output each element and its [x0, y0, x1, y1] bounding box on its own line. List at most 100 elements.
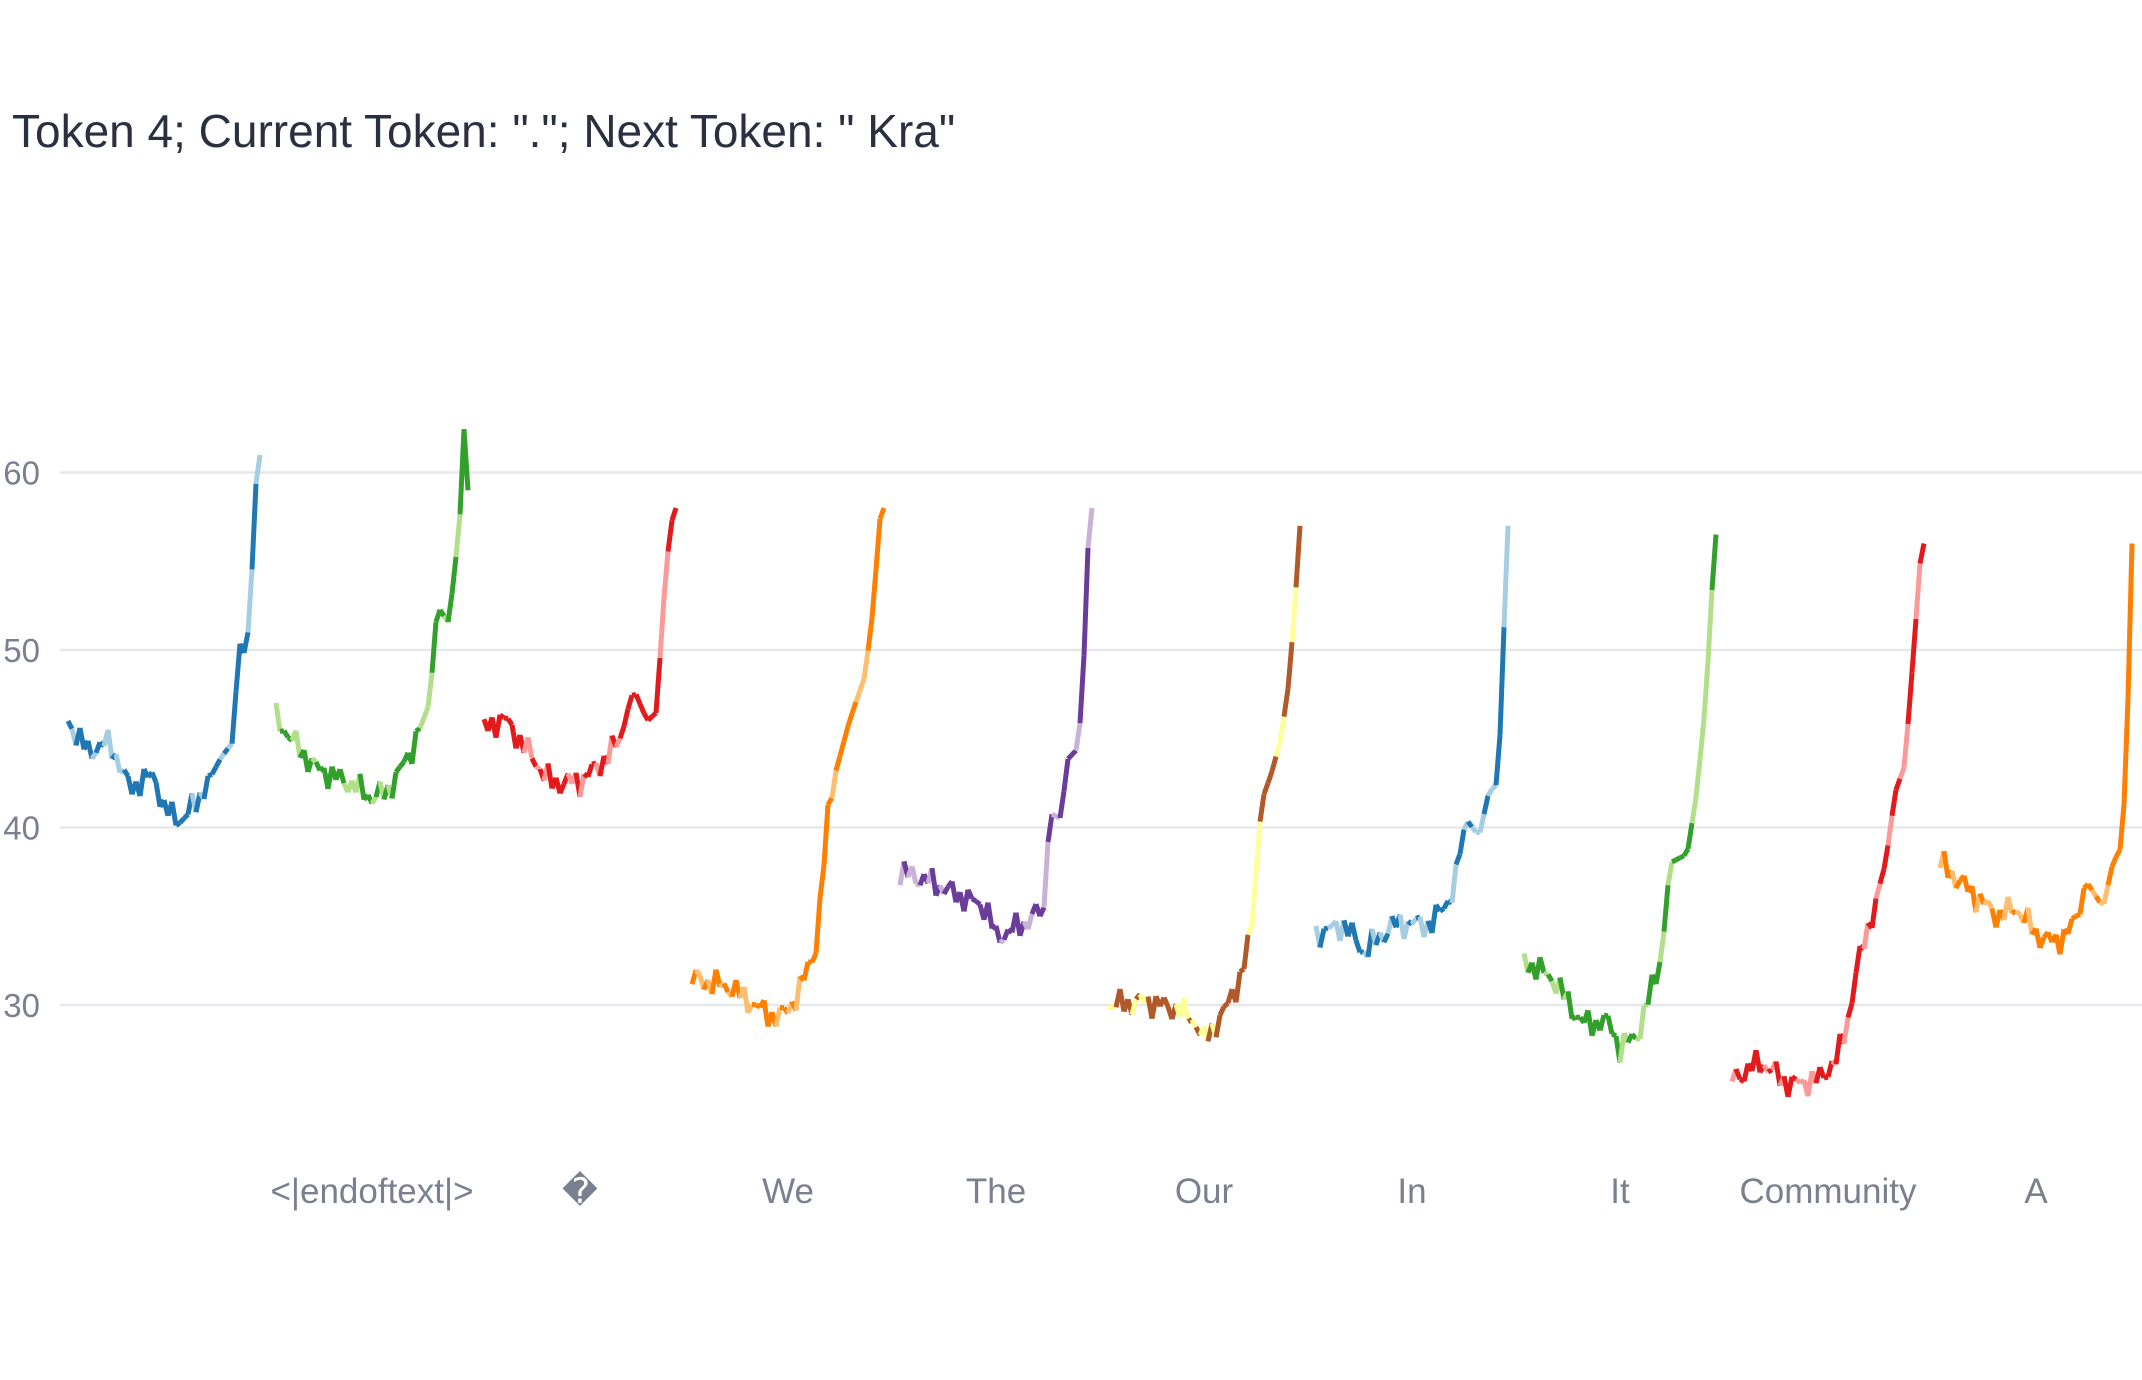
- series-segment: [941, 885, 951, 896]
- y-tick-label: 30: [3, 987, 40, 1024]
- series-segment: [861, 650, 871, 680]
- series-segment: [1909, 618, 1919, 673]
- series-segment: [505, 717, 515, 727]
- series-segment: [1571, 1015, 1577, 1022]
- series-segment: [445, 593, 455, 623]
- series-segment: [665, 519, 675, 552]
- series-segment: [137, 768, 147, 797]
- series-segment: [369, 795, 379, 805]
- series-segment: [1670, 857, 1678, 865]
- series-segment: [1381, 932, 1391, 944]
- series-segment: [429, 621, 439, 673]
- series-segment: [493, 714, 503, 739]
- series-segment: [845, 712, 855, 728]
- series-segment: [1050, 812, 1058, 819]
- series-segment: [1070, 748, 1078, 757]
- x-tick-label: �: [562, 1170, 598, 1211]
- series-segment: [1733, 1068, 1743, 1081]
- series-segment: [1349, 922, 1359, 941]
- series-segment: [993, 925, 1003, 944]
- series-line: [1106, 525, 1303, 1042]
- series-segment: [1543, 970, 1549, 977]
- series-segment: [1853, 945, 1863, 974]
- series-segment: [2010, 908, 2018, 916]
- series-segment: [1697, 718, 1707, 760]
- series-segment: [1603, 1012, 1609, 1019]
- series-segment: [829, 770, 839, 799]
- series-segment: [1897, 766, 1907, 780]
- series-segment: [1481, 795, 1491, 815]
- series-segment: [1889, 789, 1899, 817]
- series-segment: [621, 708, 631, 727]
- series-segment: [1449, 864, 1459, 904]
- series-segment: [1359, 949, 1365, 955]
- series-segment: [1705, 589, 1715, 662]
- series-segment: [1222, 1001, 1230, 1009]
- series-segment: [1689, 796, 1699, 824]
- series-line: [1937, 543, 2135, 955]
- series-segment: [1861, 922, 1871, 950]
- series-segment: [279, 728, 285, 734]
- series-line: [1313, 525, 1511, 959]
- series-segment: [1681, 847, 1691, 858]
- series-segment: [585, 763, 595, 778]
- series-segment: [525, 736, 535, 759]
- series-segment: [809, 952, 819, 964]
- series-segment: [877, 507, 887, 520]
- series-segment: [281, 729, 291, 739]
- series-segment: [2117, 804, 2127, 850]
- x-tick-label: In: [1397, 1172, 1426, 1211]
- series-segment: [853, 689, 863, 703]
- series-segment: [1645, 974, 1655, 1006]
- series-segment: [1917, 543, 1927, 564]
- series-segment: [498, 712, 506, 720]
- series-segment: [1901, 723, 1911, 768]
- series-line: [65, 454, 263, 828]
- series-segment: [1501, 525, 1511, 628]
- series-segment: [217, 752, 227, 761]
- series-segment: [1709, 534, 1719, 591]
- x-tick-label: <|endoftext|>: [270, 1172, 473, 1211]
- series-segment: [985, 902, 995, 929]
- series-segment: [1429, 904, 1439, 934]
- series-segment: [2101, 884, 2111, 905]
- series-segment: [1277, 716, 1287, 743]
- series-segment: [821, 804, 831, 866]
- series-segment: [1261, 782, 1271, 796]
- series-segment: [2113, 848, 2123, 859]
- series-segment: [613, 737, 623, 748]
- series-segment: [1129, 998, 1139, 1016]
- series-segment: [1161, 996, 1171, 1008]
- series-segment: [1257, 793, 1267, 822]
- series-segment: [207, 771, 213, 779]
- series-segment: [837, 740, 847, 757]
- series-segment: [1085, 507, 1095, 549]
- series-segment: [1466, 820, 1474, 829]
- series-segment: [2014, 909, 2022, 917]
- series-segment: [2070, 914, 2078, 921]
- series-segment: [222, 747, 230, 756]
- series-segment: [974, 899, 982, 907]
- series-segment: [1470, 825, 1478, 834]
- series-segment: [273, 702, 283, 732]
- series-segment: [1057, 790, 1067, 819]
- series-segment: [461, 429, 471, 491]
- series-segment: [1817, 1066, 1827, 1079]
- series-segment: [1790, 1074, 1798, 1082]
- series-segment: [453, 514, 463, 558]
- series-segment: [169, 801, 179, 826]
- series-segment: [965, 888, 975, 900]
- x-axis-ticks: <|endoftext|> � We The Our In It Community A: [270, 1170, 2048, 1211]
- series-segment: [650, 711, 658, 719]
- series-segment: [245, 569, 255, 633]
- series-segment: [2077, 887, 2087, 915]
- y-tick-label: 40: [3, 810, 40, 847]
- gridlines: [60, 471, 2142, 1007]
- x-tick-label: The: [966, 1172, 1026, 1211]
- series-segment: [625, 694, 635, 710]
- series-segment: [631, 691, 637, 698]
- series-segment: [1281, 688, 1291, 717]
- series-segment: [149, 771, 159, 784]
- series-segment: [2089, 888, 2099, 898]
- series-segment: [1077, 655, 1087, 724]
